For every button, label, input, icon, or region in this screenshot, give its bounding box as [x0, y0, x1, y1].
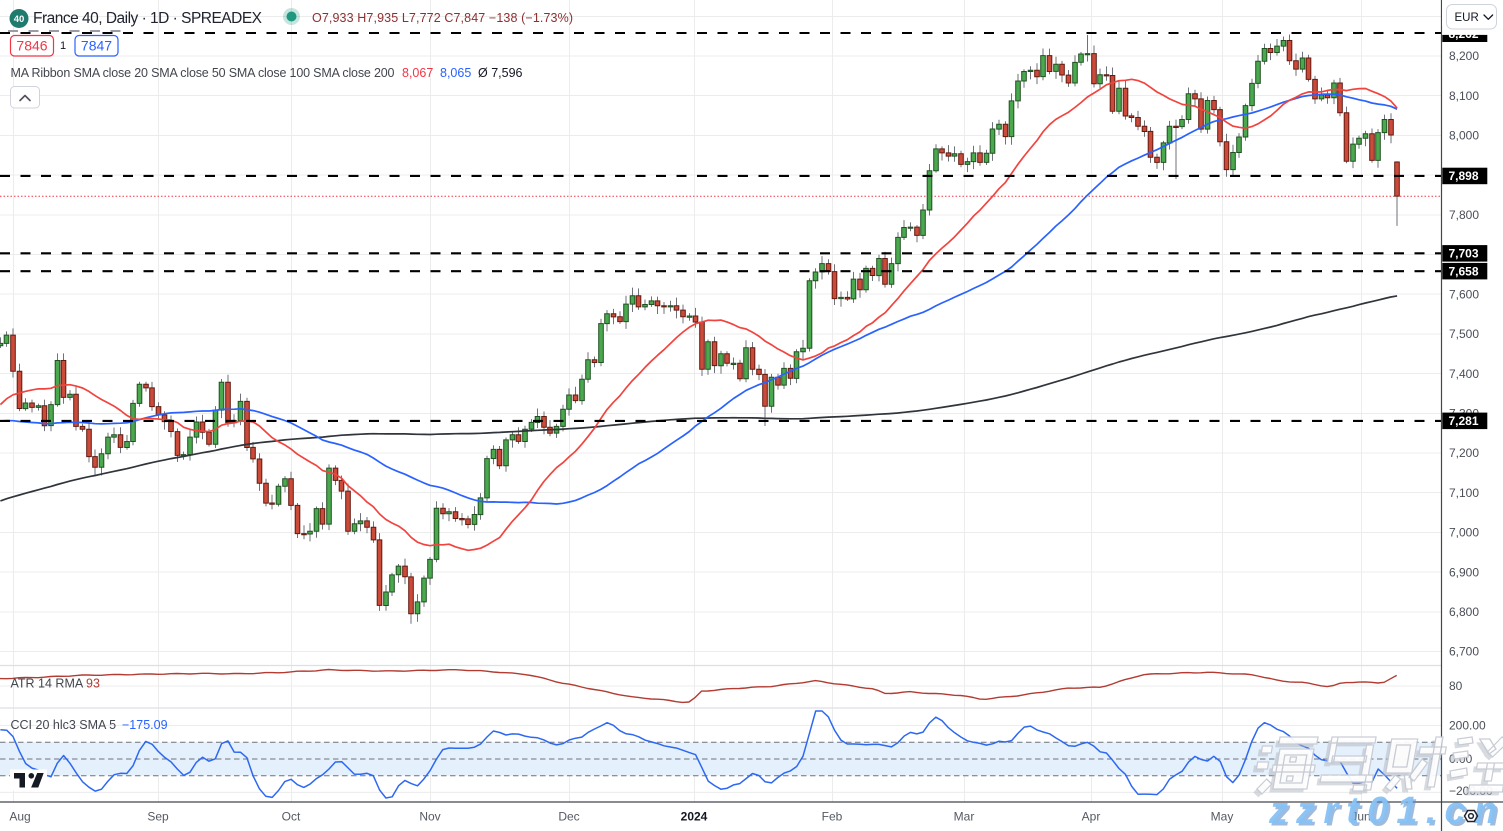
svg-text:Oct: Oct	[282, 810, 301, 824]
svg-text:2024: 2024	[681, 810, 708, 824]
svg-text:7,600: 7,600	[1449, 287, 1479, 301]
svg-text:200.00: 200.00	[1449, 719, 1486, 733]
svg-text:8,067: 8,067	[402, 66, 433, 80]
svg-text:6,700: 6,700	[1449, 645, 1479, 659]
svg-text:Ø 7,596: Ø 7,596	[478, 66, 523, 80]
svg-text:7,898: 7,898	[1449, 169, 1479, 183]
svg-text:8,100: 8,100	[1449, 89, 1479, 103]
svg-text:MA Ribbon SMA close 20 SMA clo: MA Ribbon SMA close 20 SMA close 50 SMA …	[11, 66, 395, 80]
svg-text:Feb: Feb	[822, 810, 843, 824]
svg-text:O7,933 H7,935 L7,772 C7,847 −1: O7,933 H7,935 L7,772 C7,847 −138 (−1.73%…	[312, 11, 573, 25]
svg-text:7,200: 7,200	[1449, 446, 1479, 460]
svg-text:8,065: 8,065	[440, 66, 471, 80]
svg-text:−175.09: −175.09	[122, 718, 168, 732]
svg-text:7,281: 7,281	[1449, 414, 1479, 428]
svg-text:ATR 14 RMA: ATR 14 RMA	[11, 677, 84, 691]
svg-text:Mar: Mar	[954, 810, 975, 824]
svg-text:EUR: EUR	[1455, 12, 1479, 24]
svg-text:7,000: 7,000	[1449, 526, 1479, 540]
svg-text:7,658: 7,658	[1449, 264, 1479, 278]
svg-text:1: 1	[60, 40, 66, 52]
svg-text:Aug: Aug	[9, 810, 30, 824]
svg-text:6,800: 6,800	[1449, 605, 1479, 619]
svg-text:7,800: 7,800	[1449, 208, 1479, 222]
svg-text:6,900: 6,900	[1449, 565, 1479, 579]
svg-text:8,200: 8,200	[1449, 49, 1479, 63]
svg-text:8,000: 8,000	[1449, 129, 1479, 143]
svg-text:93: 93	[86, 677, 100, 691]
svg-text:France 40, Daily · 1D · SPREAD: France 40, Daily · 1D · SPREADEX	[33, 10, 263, 27]
svg-text:7,100: 7,100	[1449, 486, 1479, 500]
svg-text:7846: 7846	[16, 38, 47, 54]
svg-text:80: 80	[1449, 679, 1463, 693]
svg-text:zzrt01.cn: zzrt01.cn	[1268, 790, 1497, 831]
svg-text:Dec: Dec	[558, 810, 579, 824]
svg-text:7,400: 7,400	[1449, 367, 1479, 381]
svg-text:Jun: Jun	[1351, 810, 1370, 824]
svg-text:7,500: 7,500	[1449, 327, 1479, 341]
svg-text:40: 40	[14, 14, 25, 25]
svg-text:CCI 20 hlc3 SMA 5: CCI 20 hlc3 SMA 5	[11, 718, 117, 732]
svg-text:Apr: Apr	[1082, 810, 1101, 824]
svg-text:May: May	[1211, 810, 1234, 824]
svg-text:7,703: 7,703	[1449, 247, 1479, 261]
svg-text:zzrt01.cn: zzrt01.cn	[1271, 793, 1500, 831]
svg-text:Sep: Sep	[147, 810, 169, 824]
svg-text:7847: 7847	[81, 38, 112, 54]
svg-text:Nov: Nov	[419, 810, 440, 824]
